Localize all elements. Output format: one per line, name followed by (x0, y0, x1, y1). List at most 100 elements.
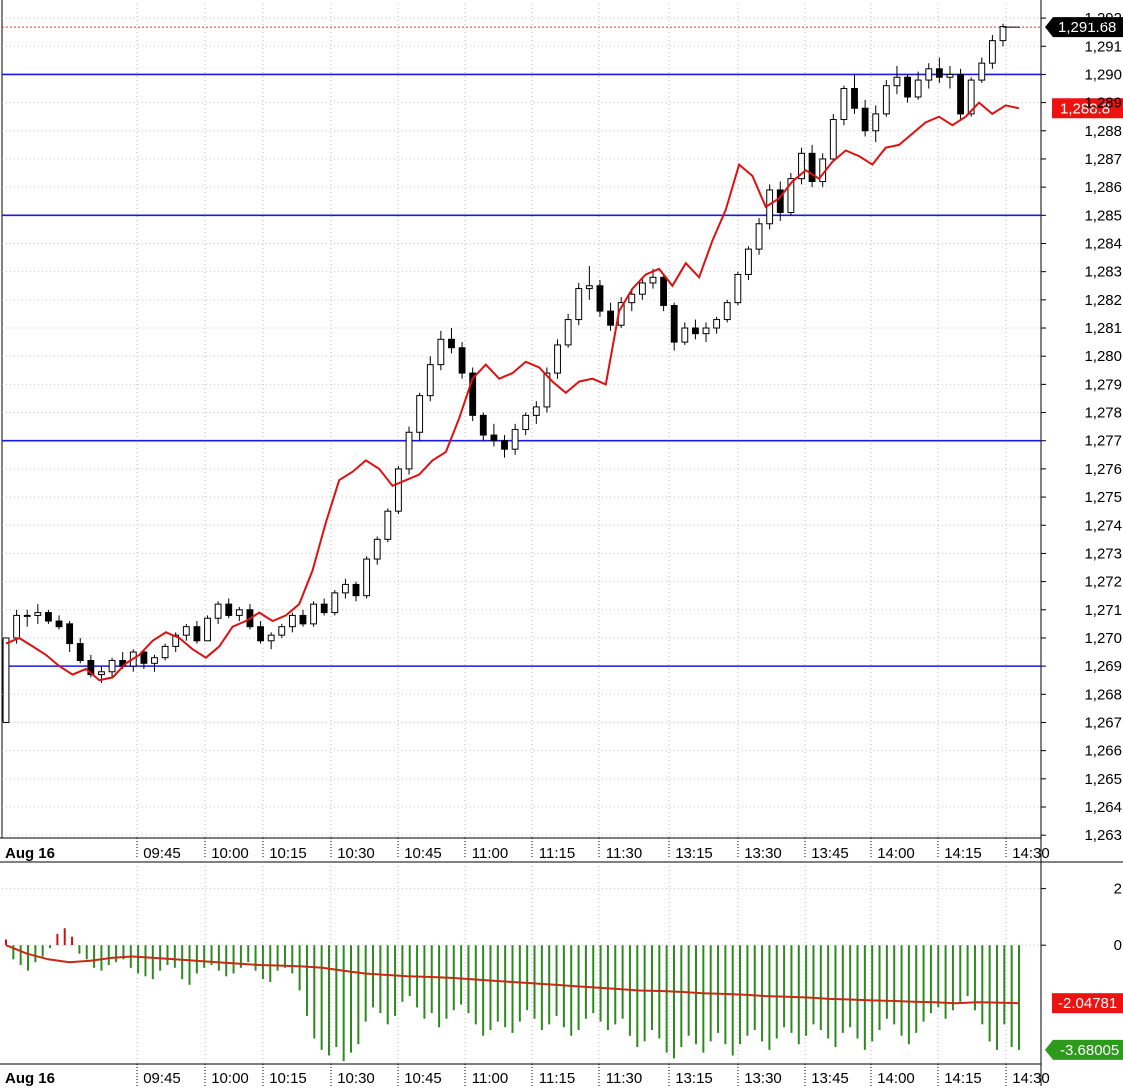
y-tick-label: 1,280 (1084, 348, 1122, 365)
x-tick-label: 13:15 (675, 845, 713, 862)
candle-body-up (999, 26, 1007, 42)
candle-body-down (458, 347, 466, 374)
indicator-x-tick-label: 11:00 (472, 1070, 508, 1086)
indicator-x-tick-label: 10:45 (404, 1070, 442, 1086)
candle-body-up (151, 657, 158, 664)
y-tick-label: 1,274 (1084, 517, 1122, 534)
candle-body-up (925, 68, 933, 81)
x-tick-label: 13:45 (811, 845, 849, 862)
indicator-x-tick-label: 11:30 (606, 1070, 642, 1086)
y-tick-label: 1,269 (1084, 658, 1122, 675)
indicator-x-tick-label: 13:15 (675, 1070, 713, 1086)
candle-body-up (882, 85, 890, 115)
indicator-x-tick-label: 14:00 (877, 1070, 915, 1086)
candle-body-up (638, 282, 646, 295)
candle-body-down (660, 276, 668, 306)
candle-body-up (34, 612, 42, 616)
candle-body-down (670, 304, 678, 343)
last-price-badge-label: 1,291.68 (1058, 19, 1116, 36)
candle-body-down (352, 583, 360, 597)
secondary-line-badge-shape (1052, 98, 1123, 119)
candle-body-up (872, 113, 880, 132)
candle-body-up (978, 62, 986, 81)
candle-body-up (681, 327, 689, 343)
indicator-x-tick-label: 14:30 (1012, 1070, 1050, 1086)
candle-body-down (140, 651, 148, 664)
candle-body-up (914, 79, 922, 98)
indicator-x-tick-label: 13:45 (811, 1070, 849, 1086)
candle-body-down (469, 372, 477, 416)
candle-body-up (723, 302, 731, 321)
x-tick-label: 10:15 (269, 845, 307, 862)
y-tick-label: 1,285 (1084, 207, 1122, 224)
candle-body-down (66, 623, 74, 645)
candle-body-down (225, 603, 233, 616)
candle-body-down (691, 327, 699, 335)
x-tick-label: 11:15 (539, 845, 575, 862)
indicator-grid (2, 866, 1041, 1064)
indicator-x-tick-label: 10:30 (337, 1070, 375, 1086)
price-right-axis: 1,263 1,264 1,265 1,266 1,267 1,268 1,269 1,270… (1041, 10, 1122, 844)
y-tick-label: 1,278 (1084, 405, 1122, 422)
candle-body-up (564, 319, 572, 346)
candle-body-up (713, 319, 721, 329)
candle-body-up (363, 558, 371, 597)
candle-body-up (787, 178, 795, 214)
indicator-x-tick-label: 13:30 (744, 1070, 782, 1086)
y-tick-label: 1,283 (1084, 264, 1122, 281)
indicator-histogram (5, 928, 1020, 1062)
x-tick-label: 13:30 (744, 845, 782, 862)
indicator-x-tick-label: 11:15 (539, 1070, 575, 1086)
y-tick-label: 1,284 (1084, 235, 1122, 252)
last-price-marker: 1,291.68 1,288.8 (1045, 17, 1123, 119)
y-tick-label: 1,288 (1084, 123, 1122, 140)
y-tick-label: 1,289 (1084, 95, 1122, 112)
candle-body-up (575, 288, 583, 321)
candle-body-up (278, 626, 286, 636)
y-tick-label: 1,263 (1084, 827, 1122, 844)
candle-body-down (957, 73, 964, 115)
candle-body-down (808, 152, 816, 183)
histogram-badge-shape (1045, 1039, 1123, 1060)
candle-body-up (214, 603, 222, 619)
indicator-right-axis: 2 0 -2.04781 -3.68005 (1041, 881, 1123, 1060)
secondary-line (5, 101, 1020, 682)
candle-body-up (543, 372, 551, 408)
candle-body-down (76, 643, 84, 661)
x-tick-label: 10:30 (337, 845, 375, 862)
x-tick-label: 14:15 (944, 845, 982, 862)
indicator-x-tick-label: 10:15 (269, 1070, 307, 1086)
candle-body-up (554, 344, 561, 374)
y-tick-label: 1,291 (1084, 38, 1122, 55)
candle-body-down (490, 434, 498, 442)
candle-body-up (267, 634, 275, 642)
y-tick-label: 1,273 (1084, 545, 1122, 562)
candle-body-up (310, 603, 318, 625)
indicator-x-tick-label: 10:00 (211, 1070, 249, 1086)
candle-body-up (341, 583, 349, 594)
y-tick-label: 1,276 (1084, 461, 1122, 478)
y-tick-label: 1,268 (1084, 686, 1122, 703)
candle-body-down (299, 614, 307, 625)
indicator-x-tick-label: 09:45 (143, 1070, 181, 1086)
candle-body-up (373, 538, 381, 560)
candle-body-up (172, 634, 180, 647)
x-tick-label: 11:30 (606, 845, 642, 862)
candle-body-up (395, 468, 402, 512)
y-tick-label: 1,266 (1084, 743, 1122, 760)
candle-body-down (776, 189, 784, 213)
x-tick-label: 10:45 (404, 845, 442, 862)
candle-body-up (511, 428, 519, 450)
indicator-bottom-axis: Aug 16 09:45 10:00 10:15 10:30 10:45 11:00 11:1… (0, 1063, 1050, 1087)
candle-body-down (904, 76, 911, 98)
candle-body-up (235, 609, 243, 616)
candle-body-down (501, 440, 508, 450)
candle-body-up (585, 285, 593, 290)
candle-body-up (734, 273, 742, 304)
candle-body-up (745, 248, 752, 275)
signal-badge-label: -2.04781 (1058, 995, 1117, 1012)
candle-body-up (628, 293, 636, 304)
candle-body-up (331, 592, 339, 614)
indicator-x-tick-label: 14:15 (944, 1070, 982, 1086)
